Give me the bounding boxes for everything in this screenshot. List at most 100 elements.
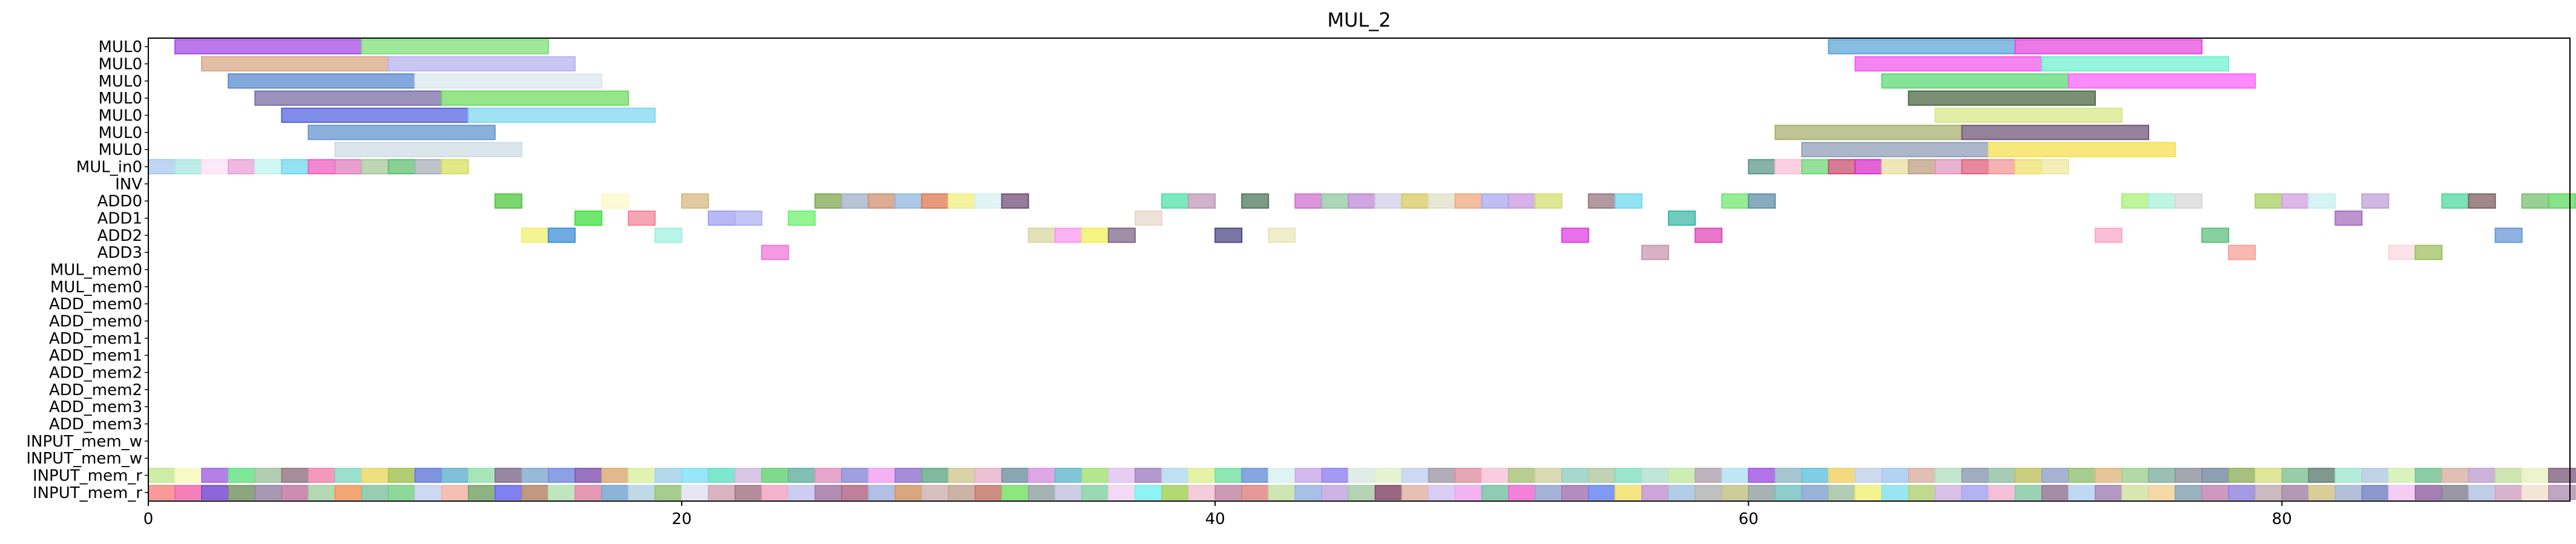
task-bar bbox=[601, 193, 629, 209]
input-mem-w-bar bbox=[1454, 468, 1483, 483]
row-label: ADD_mem3 bbox=[49, 416, 142, 434]
row-label: ADD2 bbox=[97, 227, 142, 245]
input-mem-w-bar bbox=[1668, 468, 1696, 483]
task-bar bbox=[841, 193, 869, 209]
input-mem-w-bar bbox=[1748, 468, 1776, 483]
input-mem-w-bar bbox=[1428, 468, 1456, 483]
input-mem-w-bar bbox=[2494, 468, 2523, 483]
task-bar bbox=[414, 159, 443, 175]
task-bar bbox=[1241, 193, 1270, 209]
input-mem-w-bar bbox=[1534, 468, 1563, 483]
row-label: INPUT_mem_r bbox=[33, 467, 142, 485]
row-label: ADD_mem1 bbox=[49, 330, 142, 348]
input-mem-w-bar bbox=[2281, 468, 2310, 483]
row-label: MUL0 bbox=[99, 73, 143, 91]
row-label: MUL0 bbox=[99, 141, 143, 159]
task-bar bbox=[1641, 244, 1670, 260]
input-mem-w-bar bbox=[1294, 468, 1323, 483]
input-mem-r-bar bbox=[1027, 485, 1056, 500]
input-mem-w-bar bbox=[2521, 468, 2549, 483]
input-mem-r-bar bbox=[2041, 485, 2069, 500]
task-bar bbox=[1188, 193, 1216, 209]
row-label: MUL0 bbox=[99, 90, 143, 108]
input-mem-r-bar bbox=[2548, 485, 2576, 500]
input-mem-r-bar bbox=[281, 485, 309, 500]
input-mem-r-bar bbox=[2255, 485, 2282, 500]
task-bar bbox=[2175, 193, 2203, 209]
input-mem-w-bar bbox=[681, 468, 709, 483]
task-bar bbox=[1908, 159, 1936, 175]
task-bar bbox=[681, 193, 710, 209]
input-mem-w-bar bbox=[1695, 468, 1722, 483]
task-bar bbox=[2441, 193, 2469, 209]
input-mem-r-bar bbox=[1081, 485, 1109, 500]
input-mem-w-bar bbox=[575, 468, 602, 483]
task-bar bbox=[1988, 142, 2176, 157]
task-bar bbox=[521, 228, 549, 243]
input-mem-r-bar bbox=[1001, 485, 1029, 500]
input-mem-r-bar bbox=[974, 485, 1003, 500]
input-mem-r-bar bbox=[2361, 485, 2390, 500]
task-bar bbox=[2308, 193, 2336, 209]
input-mem-w-bar bbox=[1588, 468, 1616, 483]
task-bar bbox=[1828, 39, 2016, 54]
task-bar bbox=[708, 210, 736, 226]
input-mem-r-bar bbox=[1774, 485, 1803, 500]
input-mem-r-bar bbox=[414, 485, 443, 500]
input-mem-w-bar bbox=[1934, 468, 1963, 483]
task-bar bbox=[2228, 244, 2256, 260]
input-mem-w-bar bbox=[2414, 468, 2443, 483]
task-bar bbox=[228, 159, 256, 175]
row-label: ADD_mem2 bbox=[49, 364, 142, 382]
task-bar bbox=[974, 193, 1003, 209]
input-mem-r-bar bbox=[387, 485, 416, 500]
task-bar bbox=[1054, 228, 1082, 243]
plot-frame bbox=[148, 38, 2571, 502]
task-bar bbox=[2548, 193, 2576, 209]
task-bar bbox=[254, 159, 283, 175]
input-mem-r-bar bbox=[1588, 485, 1616, 500]
task-bar bbox=[734, 210, 763, 226]
input-mem-w-bar bbox=[2068, 468, 2096, 483]
task-bar bbox=[947, 193, 976, 209]
task-bar bbox=[1134, 210, 1163, 226]
input-mem-w-bar bbox=[841, 468, 869, 483]
task-bar bbox=[2334, 210, 2363, 226]
task-bar bbox=[1934, 159, 1963, 175]
input-mem-r-bar bbox=[1268, 485, 1296, 500]
input-mem-r-bar bbox=[1161, 485, 1189, 500]
x-tick-label: 80 bbox=[2272, 510, 2292, 528]
input-mem-r-bar bbox=[2334, 485, 2363, 500]
task-bar bbox=[174, 159, 203, 175]
input-mem-w-bar bbox=[1027, 468, 1056, 483]
input-mem-w-bar bbox=[308, 468, 336, 483]
task-bar bbox=[2121, 193, 2149, 209]
input-mem-r-bar bbox=[1721, 485, 1749, 500]
row-label: ADD0 bbox=[97, 192, 142, 211]
input-mem-w-bar bbox=[1828, 468, 1856, 483]
task-bar bbox=[1374, 193, 1403, 209]
task-bar bbox=[494, 193, 522, 209]
task-bar bbox=[1774, 159, 1803, 175]
input-mem-w-bar bbox=[2468, 468, 2496, 483]
input-mem-r-bar bbox=[868, 485, 896, 500]
input-mem-w-bar bbox=[254, 468, 283, 483]
input-mem-r-bar bbox=[1055, 485, 1082, 500]
input-mem-r-bar bbox=[1828, 485, 1856, 500]
input-mem-r-bar bbox=[548, 485, 576, 500]
task-bar bbox=[2255, 193, 2283, 209]
input-mem-r-bar bbox=[654, 485, 682, 500]
input-mem-r-bar bbox=[681, 485, 709, 500]
input-mem-w-bar bbox=[974, 468, 1003, 483]
input-mem-r-bar bbox=[814, 485, 843, 500]
input-mem-w-bar bbox=[228, 468, 255, 483]
input-mem-r-bar bbox=[2468, 485, 2496, 500]
input-mem-r-bar bbox=[2148, 485, 2176, 500]
input-mem-r-bar bbox=[174, 485, 202, 500]
input-mem-r-bar bbox=[201, 485, 229, 500]
input-mem-r-bar bbox=[1881, 485, 1909, 500]
task-bar bbox=[201, 159, 229, 175]
row-label: MUL0 bbox=[99, 56, 143, 74]
task-bar bbox=[1695, 228, 1723, 243]
